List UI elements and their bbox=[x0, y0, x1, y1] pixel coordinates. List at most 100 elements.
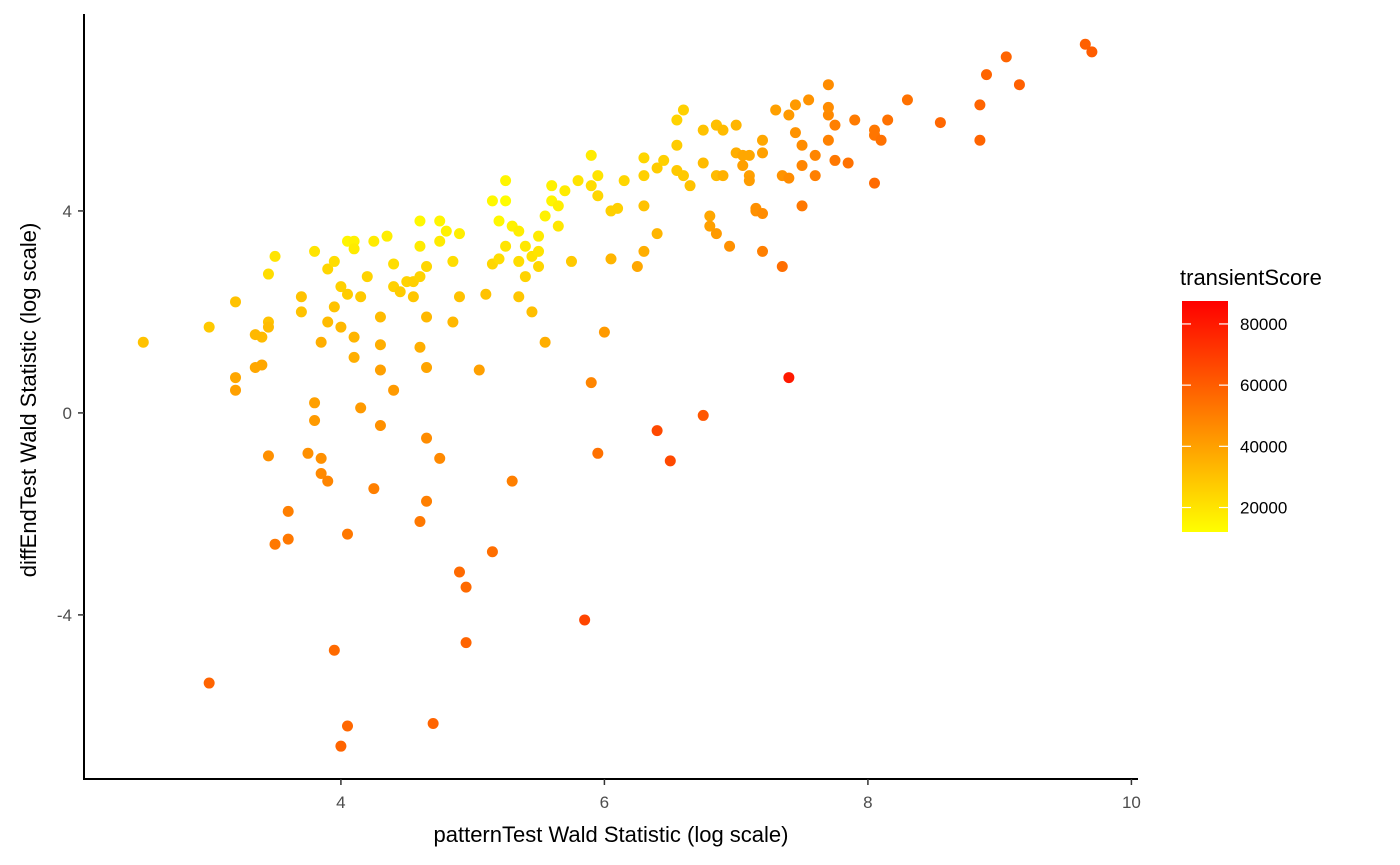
data-point bbox=[203, 321, 215, 333]
data-point bbox=[506, 475, 518, 487]
data-point bbox=[934, 117, 946, 129]
data-point bbox=[565, 255, 577, 267]
data-point bbox=[572, 175, 584, 187]
data-point bbox=[743, 149, 755, 161]
data-point bbox=[638, 170, 650, 182]
x-axis-title: patternTest Wald Statistic (log scale) bbox=[434, 822, 789, 847]
data-point bbox=[414, 240, 426, 252]
data-point bbox=[737, 159, 749, 171]
data-point bbox=[493, 215, 505, 227]
data-point bbox=[342, 720, 353, 732]
legend-break-label: 60000 bbox=[1240, 376, 1287, 395]
data-point bbox=[1000, 51, 1012, 63]
colorbar bbox=[1182, 301, 1228, 532]
data-point bbox=[526, 306, 538, 318]
data-point bbox=[407, 291, 419, 303]
data-point bbox=[414, 271, 426, 283]
data-point bbox=[671, 139, 683, 151]
data-point bbox=[592, 447, 604, 459]
data-point bbox=[559, 185, 571, 197]
data-point bbox=[651, 162, 663, 174]
data-point bbox=[638, 152, 650, 164]
data-point bbox=[770, 104, 782, 116]
data-point bbox=[684, 180, 696, 192]
data-point bbox=[249, 329, 261, 341]
data-point bbox=[717, 170, 729, 182]
data-point bbox=[315, 468, 327, 480]
data-point bbox=[822, 134, 834, 146]
data-point bbox=[374, 339, 386, 351]
data-point bbox=[605, 253, 617, 265]
legend: transientScore 20000 40000 60000 80000 bbox=[1180, 265, 1322, 532]
data-point bbox=[388, 258, 400, 270]
data-point bbox=[875, 134, 887, 146]
x-tick-label: 6 bbox=[600, 793, 609, 812]
data-point bbox=[473, 364, 485, 376]
data-point bbox=[803, 94, 815, 106]
data-point bbox=[434, 235, 446, 247]
data-point bbox=[328, 644, 340, 656]
data-point bbox=[519, 271, 531, 283]
data-point bbox=[677, 104, 689, 116]
data-point bbox=[783, 109, 795, 121]
data-point bbox=[315, 452, 327, 464]
data-point bbox=[638, 245, 650, 257]
data-point bbox=[869, 177, 880, 189]
y-tick-label: 4 bbox=[63, 202, 72, 221]
data-point bbox=[315, 336, 327, 348]
data-point bbox=[440, 225, 452, 237]
data-point bbox=[453, 228, 465, 240]
data-point bbox=[421, 311, 433, 323]
data-point bbox=[513, 225, 525, 237]
data-point bbox=[486, 546, 498, 558]
data-point bbox=[704, 210, 716, 222]
data-point bbox=[697, 124, 709, 136]
data-point bbox=[282, 533, 294, 545]
data-point bbox=[783, 172, 795, 184]
data-point bbox=[730, 119, 742, 131]
legend-breaks: 20000 40000 60000 80000 bbox=[1182, 315, 1287, 518]
data-point bbox=[796, 159, 808, 171]
data-point bbox=[374, 311, 386, 323]
data-point bbox=[368, 235, 380, 247]
data-point bbox=[381, 230, 393, 242]
data-point bbox=[519, 240, 531, 252]
data-point bbox=[789, 127, 801, 139]
data-point bbox=[414, 515, 426, 527]
data-point bbox=[342, 288, 353, 300]
data-point bbox=[822, 79, 834, 91]
data-point bbox=[388, 384, 400, 396]
data-point bbox=[612, 202, 624, 214]
data-point bbox=[1013, 79, 1025, 91]
data-point bbox=[651, 425, 663, 437]
data-point bbox=[348, 243, 360, 255]
x-tick-label: 4 bbox=[336, 793, 345, 812]
data-point bbox=[592, 190, 604, 202]
data-point bbox=[631, 260, 643, 272]
data-point bbox=[829, 119, 841, 131]
data-point bbox=[348, 331, 360, 343]
data-point bbox=[328, 301, 340, 313]
data-point bbox=[421, 432, 433, 444]
points-layer bbox=[137, 38, 1098, 752]
data-point bbox=[493, 253, 505, 265]
data-point bbox=[533, 230, 545, 242]
y-axis-title: diffEndTest Wald Statistic (log scale) bbox=[16, 223, 41, 578]
data-point bbox=[743, 175, 755, 187]
data-point bbox=[552, 200, 564, 212]
data-point bbox=[480, 288, 492, 300]
data-point bbox=[585, 180, 597, 192]
data-point bbox=[822, 109, 834, 121]
data-point bbox=[262, 321, 274, 333]
data-point bbox=[546, 180, 558, 192]
x-tick-label: 8 bbox=[863, 793, 872, 812]
data-point bbox=[295, 291, 307, 303]
data-point bbox=[980, 69, 992, 81]
legend-break-label: 40000 bbox=[1240, 437, 1287, 456]
data-point bbox=[533, 260, 545, 272]
data-point bbox=[796, 200, 808, 212]
data-point bbox=[704, 220, 716, 232]
legend-title: transientScore bbox=[1180, 265, 1322, 290]
data-point bbox=[355, 402, 367, 414]
data-point bbox=[309, 245, 321, 257]
